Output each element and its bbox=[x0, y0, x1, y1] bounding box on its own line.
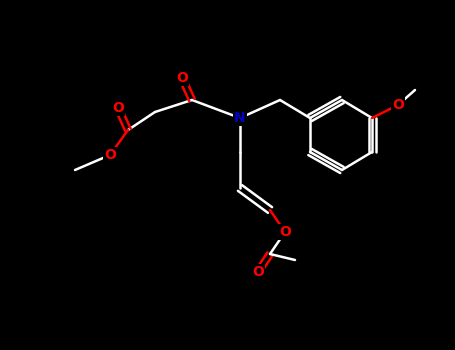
Text: O: O bbox=[279, 225, 291, 239]
Text: N: N bbox=[234, 111, 246, 125]
Text: O: O bbox=[252, 265, 264, 279]
Text: O: O bbox=[176, 71, 188, 85]
Text: O: O bbox=[104, 148, 116, 162]
Text: O: O bbox=[392, 98, 404, 112]
Text: O: O bbox=[112, 101, 124, 115]
